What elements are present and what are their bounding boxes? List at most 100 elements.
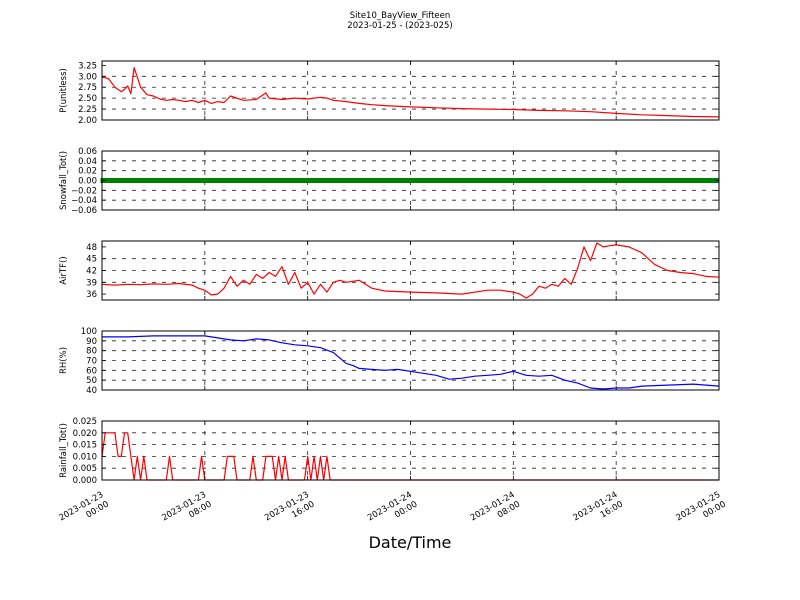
data-point — [203, 178, 206, 183]
data-point — [425, 178, 429, 183]
data-point — [223, 178, 226, 183]
data-point — [260, 178, 264, 183]
y-tick-label: −0.02 — [71, 186, 97, 196]
data-point — [488, 178, 491, 183]
data-point — [198, 178, 201, 183]
data-point — [615, 178, 619, 183]
data-point — [500, 178, 504, 183]
data-point — [465, 178, 469, 183]
data-point — [245, 178, 249, 183]
y-tick-label: 0.00 — [78, 177, 97, 187]
data-point — [303, 178, 306, 183]
data-point — [343, 178, 346, 183]
data-point — [143, 178, 146, 183]
data-point — [558, 178, 561, 183]
data-point — [153, 178, 156, 183]
data-point — [188, 178, 191, 183]
data-point — [180, 178, 184, 183]
data-point — [285, 178, 289, 183]
data-point — [593, 178, 596, 183]
data-point — [275, 178, 279, 183]
data-point — [383, 178, 386, 183]
data-point — [710, 178, 714, 183]
data-point — [703, 178, 706, 183]
data-point — [365, 178, 369, 183]
data-point — [660, 178, 664, 183]
data-point — [530, 178, 534, 183]
data-point — [405, 178, 409, 183]
data-point — [318, 178, 321, 183]
data-point — [645, 178, 649, 183]
data-point — [458, 178, 461, 183]
data-point — [650, 178, 654, 183]
data-point — [335, 178, 339, 183]
data-point — [388, 178, 391, 183]
data-point — [123, 178, 126, 183]
data-point — [160, 178, 164, 183]
data-point — [255, 178, 259, 183]
y-axis-label: Snowfall_Tot() — [59, 151, 69, 210]
data-point — [370, 178, 374, 183]
data-point — [195, 178, 199, 183]
data-point — [568, 178, 571, 183]
data-point — [243, 178, 246, 183]
data-point — [253, 178, 256, 183]
data-point — [483, 178, 486, 183]
data-point — [658, 178, 661, 183]
data-point — [258, 178, 261, 183]
data-point — [683, 178, 686, 183]
y-tick-label: 0.02 — [78, 167, 97, 177]
data-point — [648, 178, 651, 183]
data-point — [443, 178, 446, 183]
data-point — [338, 178, 341, 183]
data-point — [330, 178, 334, 183]
data-point — [290, 178, 294, 183]
data-point — [408, 178, 411, 183]
data-point — [398, 178, 401, 183]
data-point — [220, 178, 224, 183]
data-point — [360, 178, 364, 183]
data-point — [435, 178, 439, 183]
data-point — [108, 178, 111, 183]
data-point — [643, 178, 646, 183]
data-point — [698, 178, 701, 183]
data-point — [133, 178, 136, 183]
data-point — [470, 178, 474, 183]
data-point — [638, 178, 641, 183]
data-point — [215, 178, 219, 183]
data-point — [128, 178, 131, 183]
data-point — [450, 178, 454, 183]
data-point — [340, 178, 344, 183]
data-point — [113, 178, 116, 183]
data-point — [468, 178, 471, 183]
data-point — [403, 178, 406, 183]
data-point — [200, 178, 204, 183]
data-point — [185, 178, 189, 183]
data-point — [353, 178, 356, 183]
data-point — [410, 178, 414, 183]
data-point — [695, 178, 699, 183]
data-point — [320, 178, 324, 183]
data-point — [235, 178, 239, 183]
data-point — [655, 178, 659, 183]
data-point — [588, 178, 591, 183]
data-point — [300, 178, 304, 183]
data-point — [433, 178, 436, 183]
data-point — [413, 178, 416, 183]
data-point — [675, 178, 679, 183]
data-point — [415, 178, 419, 183]
data-point — [585, 178, 589, 183]
data-point — [313, 178, 316, 183]
data-point — [523, 178, 526, 183]
data-point — [495, 178, 499, 183]
data-point — [248, 178, 251, 183]
y-tick-label: 80 — [86, 347, 97, 357]
data-point — [230, 178, 234, 183]
data-point — [618, 178, 621, 183]
data-point — [148, 178, 151, 183]
data-point — [595, 178, 599, 183]
data-point — [373, 178, 376, 183]
